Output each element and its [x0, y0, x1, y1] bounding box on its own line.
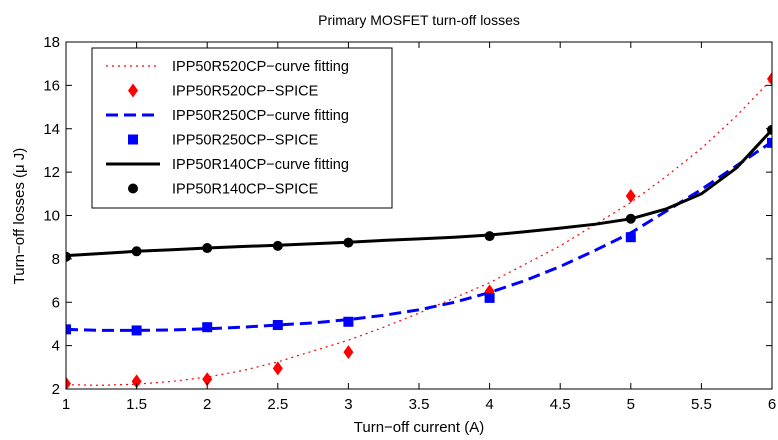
data-point-3-6: [625, 232, 636, 243]
x-axis-label: Turn−off current (A): [354, 419, 484, 436]
y-tick-label-1: 4: [52, 338, 60, 355]
data-point-1-6: [625, 188, 636, 203]
data-point-1-4: [343, 345, 354, 360]
data-point-5-2: [202, 243, 213, 254]
data-point-5-5: [484, 231, 495, 242]
legend-label-0: IPP50R520CP−curve fitting: [172, 59, 349, 75]
x-tick-label-9: 5.5: [691, 396, 712, 413]
data-point-5-3: [272, 240, 283, 251]
x-tick-label-7: 4.5: [550, 396, 571, 413]
axis-ticks: 1 1.5 2 2.5 3 3.5 4 4.5 5 5.5 6 2 4 6 8 10 12 14 16 18: [43, 34, 776, 413]
series-line-2: [66, 140, 772, 332]
x-tick-label-1: 1.5: [126, 396, 147, 413]
y-tick-label-0: 2: [52, 381, 60, 398]
series-line-4: [66, 128, 772, 258]
x-tick-label-3: 2.5: [267, 396, 288, 413]
data-point-5-7: [767, 124, 772, 135]
data-point-5-4: [343, 237, 354, 248]
data-point-1-3: [272, 361, 283, 376]
y-tick-label-7: 16: [43, 77, 60, 94]
y-tick-label-2: 6: [52, 294, 60, 311]
data-point-5-1: [131, 246, 142, 257]
chart-title: Primary MOSFET turn-off losses: [318, 12, 520, 28]
y-tick-label-5: 12: [43, 164, 60, 181]
y-tick-label-4: 10: [43, 208, 60, 225]
y-axis-label: Turn−off losses (μ J): [11, 148, 28, 285]
data-point-3-3: [272, 320, 283, 331]
data-point-3-2: [202, 322, 213, 333]
y-tick-label-6: 14: [43, 121, 60, 138]
x-tick-label-6: 4: [485, 396, 493, 413]
series-line-0: [66, 78, 772, 386]
legend-swatch-3: [128, 134, 138, 145]
y-tick-label-8: 18: [43, 34, 60, 51]
data-point-3-0: [66, 324, 71, 335]
plot-area: [66, 71, 772, 389]
legend-label-5: IPP50R140CP−SPICE: [172, 182, 319, 198]
y-tick-label-3: 8: [52, 251, 60, 268]
legend: IPP50R520CP−curve fitting IPP50R520CP−SPI…: [91, 47, 393, 209]
data-point-1-7: [767, 71, 772, 86]
data-point-3-4: [343, 316, 354, 327]
legend-swatch-1: [128, 83, 138, 98]
legend-box: [91, 47, 393, 209]
x-tick-label-10: 6: [768, 396, 776, 413]
data-point-1-2: [202, 372, 213, 387]
legend-swatch-5: [128, 183, 138, 194]
data-point-3-5: [484, 292, 495, 303]
legend-label-2: IPP50R250CP−curve fitting: [172, 108, 349, 124]
x-tick-label-0: 1: [62, 396, 70, 413]
x-tick-label-2: 2: [203, 396, 211, 413]
x-tick-label-5: 3.5: [409, 396, 430, 413]
data-point-3-7: [767, 137, 772, 148]
legend-label-1: IPP50R520CP−SPICE: [172, 84, 319, 100]
data-point-3-1: [131, 325, 142, 336]
data-point-5-6: [625, 213, 636, 224]
x-tick-label-8: 5: [627, 396, 635, 413]
legend-label-3: IPP50R250CP−SPICE: [172, 133, 319, 149]
x-tick-label-4: 3: [344, 396, 352, 413]
data-point-1-0: [66, 376, 71, 389]
data-point-1-1: [131, 374, 142, 389]
legend-label-4: IPP50R140CP−curve fitting: [172, 157, 349, 173]
